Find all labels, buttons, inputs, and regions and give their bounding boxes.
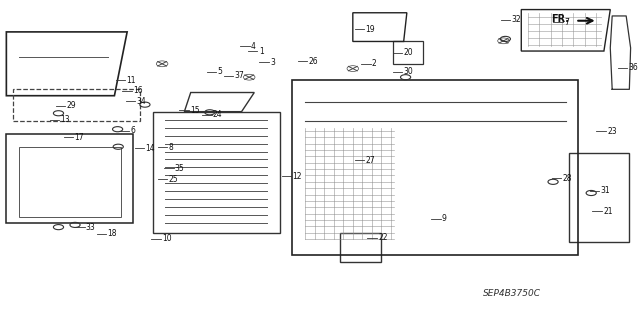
Text: 6: 6 xyxy=(131,126,135,135)
Text: 36: 36 xyxy=(628,63,639,72)
Text: 23: 23 xyxy=(607,127,617,136)
Text: 11: 11 xyxy=(127,76,136,85)
Text: 1: 1 xyxy=(259,47,264,56)
Text: 20: 20 xyxy=(404,48,413,57)
Text: 24: 24 xyxy=(213,110,223,119)
Text: FR.: FR. xyxy=(551,13,569,24)
Text: 25: 25 xyxy=(168,175,178,184)
Text: 14: 14 xyxy=(145,144,156,153)
Text: 2: 2 xyxy=(372,59,376,68)
Text: 31: 31 xyxy=(601,186,611,195)
Text: SEP4B3750C: SEP4B3750C xyxy=(483,289,541,298)
Text: 15: 15 xyxy=(190,106,200,115)
Text: 35: 35 xyxy=(175,164,184,173)
Text: 16: 16 xyxy=(133,86,143,95)
Text: 32: 32 xyxy=(512,15,522,24)
Text: 37: 37 xyxy=(235,71,244,80)
Text: 13: 13 xyxy=(60,115,70,124)
Text: 8: 8 xyxy=(168,143,173,152)
Text: 33: 33 xyxy=(86,223,95,232)
Text: 10: 10 xyxy=(162,234,172,243)
Text: 3: 3 xyxy=(270,58,275,67)
Text: 28: 28 xyxy=(563,174,572,182)
Text: 22: 22 xyxy=(378,233,388,242)
Text: 21: 21 xyxy=(604,207,612,216)
Text: 12: 12 xyxy=(292,172,302,181)
Text: 9: 9 xyxy=(442,214,447,223)
Text: 19: 19 xyxy=(365,25,375,34)
Text: 4: 4 xyxy=(251,42,256,51)
Text: 5: 5 xyxy=(218,67,222,76)
Text: 27: 27 xyxy=(365,156,375,165)
Text: 18: 18 xyxy=(108,229,117,238)
Text: 26: 26 xyxy=(308,57,318,66)
Text: 34: 34 xyxy=(137,97,147,106)
Text: 7: 7 xyxy=(564,18,569,27)
Text: 29: 29 xyxy=(67,101,76,110)
Text: 17: 17 xyxy=(74,133,84,142)
Text: 30: 30 xyxy=(404,67,413,76)
